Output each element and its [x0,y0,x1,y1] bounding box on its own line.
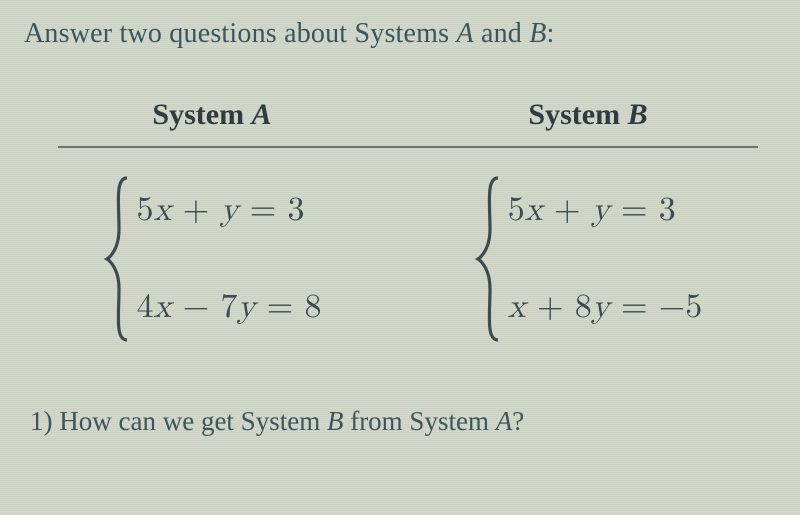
eq-var: y [238,290,256,324]
eq-text: = 8 [255,290,321,324]
question-mid: from System [343,406,495,436]
question-pre: How can we get System [59,406,327,436]
eq-text: 4 [137,290,154,324]
eq-text: + [171,193,220,227]
eq-text: 5 [137,193,154,227]
system-a-body: 5x + y = 3 4x − 7y = 8 [24,148,400,364]
question-suffix: ? [512,406,524,436]
eq-text: = 3 [238,193,304,227]
eq-var: y [592,193,610,227]
prompt-suffix: : [547,18,555,49]
system-a-equations: 5x + y = 3 4x − 7y = 8 [133,190,322,328]
eq-var: x [525,193,543,227]
left-brace-icon [103,174,133,344]
question-letter-a: A [496,406,513,436]
systems-table: System A System B [24,98,776,146]
systems-body-row: 5x + y = 3 4x − 7y = 8 5x + y = 3 [24,148,776,364]
system-b-body: 5x + y = 3 x + 8y = −5 [400,148,776,364]
prompt-line: Answer two questions about Systems A and… [24,18,776,50]
eq-var: x [154,290,172,324]
system-a-eq2: 4x − 7y = 8 [137,287,322,328]
left-brace-icon [474,174,504,344]
system-b-eq2: x + 8y = −5 [508,287,702,328]
eq-text: − 7 [171,290,237,324]
eq-text: 5 [508,193,525,227]
question-1: 1) How can we get System B from System A… [24,406,776,437]
eq-text: = 3 [610,193,676,227]
eq-var: y [592,290,610,324]
system-a-eq1: 5x + y = 3 [137,190,322,231]
system-a-header-letter: A [252,98,272,131]
eq-text: + 8 [526,290,592,324]
question-number: 1) [30,406,59,436]
system-b-equations: 5x + y = 3 x + 8y = −5 [504,190,702,328]
system-b-header: System B [400,98,776,146]
eq-var: x [508,290,526,324]
question-letter-b: B [327,406,344,436]
prompt-system-b-letter: B [529,18,546,49]
eq-var: y [221,193,239,227]
system-b-eq1: 5x + y = 3 [508,190,702,231]
system-b-header-letter: B [628,98,648,131]
prompt-system-a-letter: A [456,18,473,49]
eq-text: = −5 [610,290,702,324]
eq-text: + [543,193,592,227]
system-b-column: System B [400,98,776,146]
system-a-header: System A [24,98,400,146]
system-a-header-label: System [152,98,251,131]
prompt-prefix: Answer two questions about Systems [24,18,456,49]
eq-var: x [154,193,172,227]
prompt-mid: and [474,18,529,49]
system-b-header-label: System [528,98,627,131]
system-a-column: System A [24,98,400,146]
